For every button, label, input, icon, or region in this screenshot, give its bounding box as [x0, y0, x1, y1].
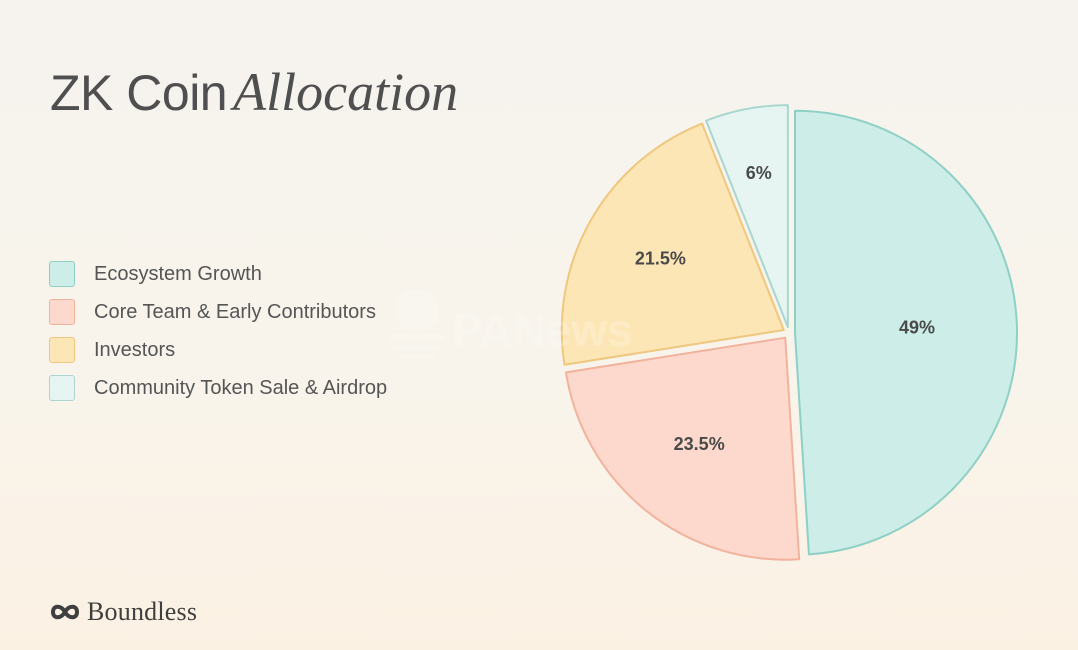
- legend-label: Ecosystem Growth: [94, 262, 262, 285]
- pie-slice-label: 6%: [746, 163, 772, 183]
- pie-slice-label: 49%: [899, 318, 935, 338]
- legend-swatch: [49, 261, 75, 287]
- watermark-text: PANews: [452, 304, 633, 356]
- pie-slice-4: [705, 104, 789, 329]
- legend-item-ecosystem-growth: Ecosystem Growth: [49, 255, 387, 293]
- pie-slice-label: 23.5%: [674, 434, 725, 454]
- brand-name: Boundless: [87, 597, 198, 626]
- boundless-logo-icon: [51, 604, 79, 620]
- legend-item-investors: Investors: [49, 331, 387, 369]
- pie-slice-3: [560, 122, 785, 366]
- title-italic: Allocation: [233, 62, 459, 122]
- brand: Boundless: [49, 597, 197, 627]
- legend-swatch: [49, 337, 75, 363]
- pie-slice-2: [564, 336, 801, 561]
- page-title: ZK Coin Allocation: [50, 60, 458, 125]
- watermark-icon: [389, 290, 445, 359]
- legend-label: Core Team & Early Contributors: [94, 300, 376, 323]
- legend-item-core-team: Core Team & Early Contributors: [49, 293, 387, 331]
- pie-labels: 49% 23.5% 21.5% 6%: [635, 163, 935, 454]
- legend-swatch: [49, 375, 75, 401]
- pie-slice-label: 21.5%: [635, 248, 686, 268]
- legend-item-community-sale: Community Token Sale & Airdrop: [49, 369, 387, 407]
- legend-label: Community Token Sale & Airdrop: [94, 376, 388, 399]
- legend-label: Investors: [94, 338, 176, 361]
- legend-swatch: [49, 299, 75, 325]
- watermark: PANews: [389, 290, 633, 359]
- title-plain: ZK Coin: [50, 65, 228, 121]
- chart-legend: Ecosystem Growth Core Team & Early Contr…: [49, 255, 387, 407]
- pie-slice-1: [793, 109, 1018, 556]
- pie-slices: [560, 104, 1018, 561]
